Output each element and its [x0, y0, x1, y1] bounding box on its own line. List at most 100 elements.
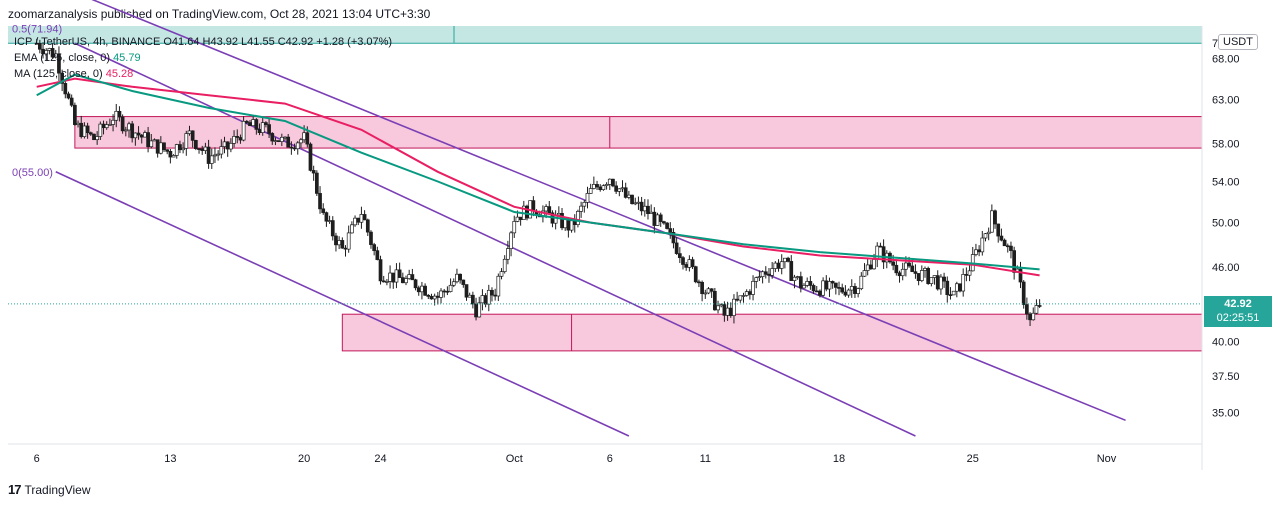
candle[interactable]	[244, 120, 249, 123]
candle[interactable]	[267, 124, 271, 134]
candle[interactable]	[627, 194, 631, 198]
candle[interactable]	[471, 294, 475, 305]
candle[interactable]	[359, 214, 364, 223]
candle[interactable]	[486, 289, 491, 305]
candle[interactable]	[362, 214, 367, 221]
candle[interactable]	[311, 170, 316, 174]
candle[interactable]	[337, 240, 341, 246]
candle[interactable]	[923, 268, 927, 271]
candle[interactable]	[907, 262, 911, 267]
candle[interactable]	[120, 116, 125, 132]
candle[interactable]	[251, 119, 256, 127]
candle[interactable]	[732, 298, 736, 316]
candle[interactable]	[209, 155, 214, 164]
candle[interactable]	[999, 235, 1004, 241]
channel-line[interactable]	[75, 0, 1126, 422]
candle[interactable]	[420, 285, 424, 293]
candle[interactable]	[623, 187, 628, 198]
candle[interactable]	[904, 262, 908, 270]
candle[interactable]	[693, 266, 698, 283]
candle[interactable]	[254, 119, 259, 130]
candle[interactable]	[60, 72, 64, 84]
candle[interactable]	[738, 295, 743, 301]
candle[interactable]	[493, 294, 498, 297]
candle[interactable]	[117, 110, 122, 118]
candle[interactable]	[165, 149, 170, 152]
candle[interactable]	[512, 221, 517, 234]
candle[interactable]	[811, 285, 816, 292]
candle[interactable]	[229, 142, 233, 150]
candle[interactable]	[474, 303, 478, 318]
candle[interactable]	[101, 123, 106, 129]
candle[interactable]	[407, 274, 412, 279]
candle[interactable]	[709, 288, 714, 292]
candle[interactable]	[719, 304, 724, 307]
candle[interactable]	[824, 280, 829, 290]
candle[interactable]	[203, 146, 208, 151]
candle[interactable]	[795, 276, 800, 278]
candle[interactable]	[439, 290, 443, 298]
candle[interactable]	[958, 283, 962, 292]
candle[interactable]	[658, 214, 663, 222]
candle[interactable]	[869, 264, 873, 270]
candle[interactable]	[783, 257, 787, 263]
candle[interactable]	[391, 272, 396, 283]
candle[interactable]	[464, 284, 469, 298]
candle[interactable]	[547, 206, 552, 214]
candle[interactable]	[343, 247, 348, 250]
candle[interactable]	[681, 257, 685, 265]
candle[interactable]	[556, 212, 561, 216]
candle[interactable]	[372, 244, 377, 252]
candle[interactable]	[802, 285, 806, 289]
candle[interactable]	[63, 83, 68, 95]
candle[interactable]	[429, 296, 434, 300]
candle[interactable]	[299, 139, 303, 144]
candle[interactable]	[378, 259, 383, 282]
candle[interactable]	[1002, 239, 1007, 247]
candle[interactable]	[286, 136, 291, 148]
candle[interactable]	[194, 140, 198, 149]
candle[interactable]	[919, 270, 924, 281]
candle[interactable]	[515, 216, 520, 222]
candle[interactable]	[302, 132, 306, 141]
candle[interactable]	[916, 273, 921, 281]
candle[interactable]	[82, 125, 87, 137]
candle[interactable]	[926, 268, 931, 284]
candle[interactable]	[264, 122, 268, 125]
candle[interactable]	[79, 122, 84, 137]
candle[interactable]	[859, 275, 864, 290]
candle[interactable]	[451, 281, 456, 286]
candle[interactable]	[872, 259, 876, 270]
candle[interactable]	[155, 139, 160, 154]
candle[interactable]	[951, 290, 956, 296]
candle[interactable]	[677, 253, 682, 259]
channel-line[interactable]	[55, 171, 630, 437]
candle[interactable]	[197, 148, 201, 150]
candle[interactable]	[330, 220, 335, 237]
candle[interactable]	[980, 237, 985, 253]
ma-legend[interactable]: MA (125, close, 0) 45.28	[14, 66, 392, 82]
candle[interactable]	[808, 281, 813, 286]
candle[interactable]	[324, 212, 329, 222]
candle[interactable]	[353, 217, 357, 226]
candle[interactable]	[986, 231, 991, 235]
candle[interactable]	[174, 144, 179, 156]
candle[interactable]	[690, 259, 695, 268]
candle[interactable]	[292, 147, 297, 150]
candle[interactable]	[477, 302, 482, 318]
candle[interactable]	[630, 194, 634, 204]
candle[interactable]	[716, 305, 720, 311]
candle[interactable]	[95, 136, 100, 141]
candle[interactable]	[662, 221, 666, 224]
candle[interactable]	[213, 154, 217, 157]
candle[interactable]	[314, 172, 319, 194]
candle[interactable]	[127, 123, 131, 131]
candle[interactable]	[426, 294, 431, 297]
candle[interactable]	[356, 217, 361, 223]
candle[interactable]	[506, 248, 510, 260]
candle[interactable]	[792, 276, 797, 281]
candle[interactable]	[279, 136, 284, 142]
candle[interactable]	[932, 275, 937, 278]
candle[interactable]	[878, 245, 883, 248]
candle[interactable]	[945, 280, 950, 296]
